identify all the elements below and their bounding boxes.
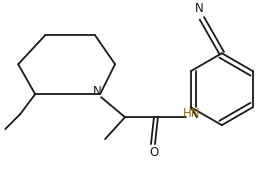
Text: HN: HN xyxy=(183,107,201,120)
Text: N: N xyxy=(93,85,101,98)
Text: N: N xyxy=(194,2,203,15)
Text: O: O xyxy=(149,146,159,159)
